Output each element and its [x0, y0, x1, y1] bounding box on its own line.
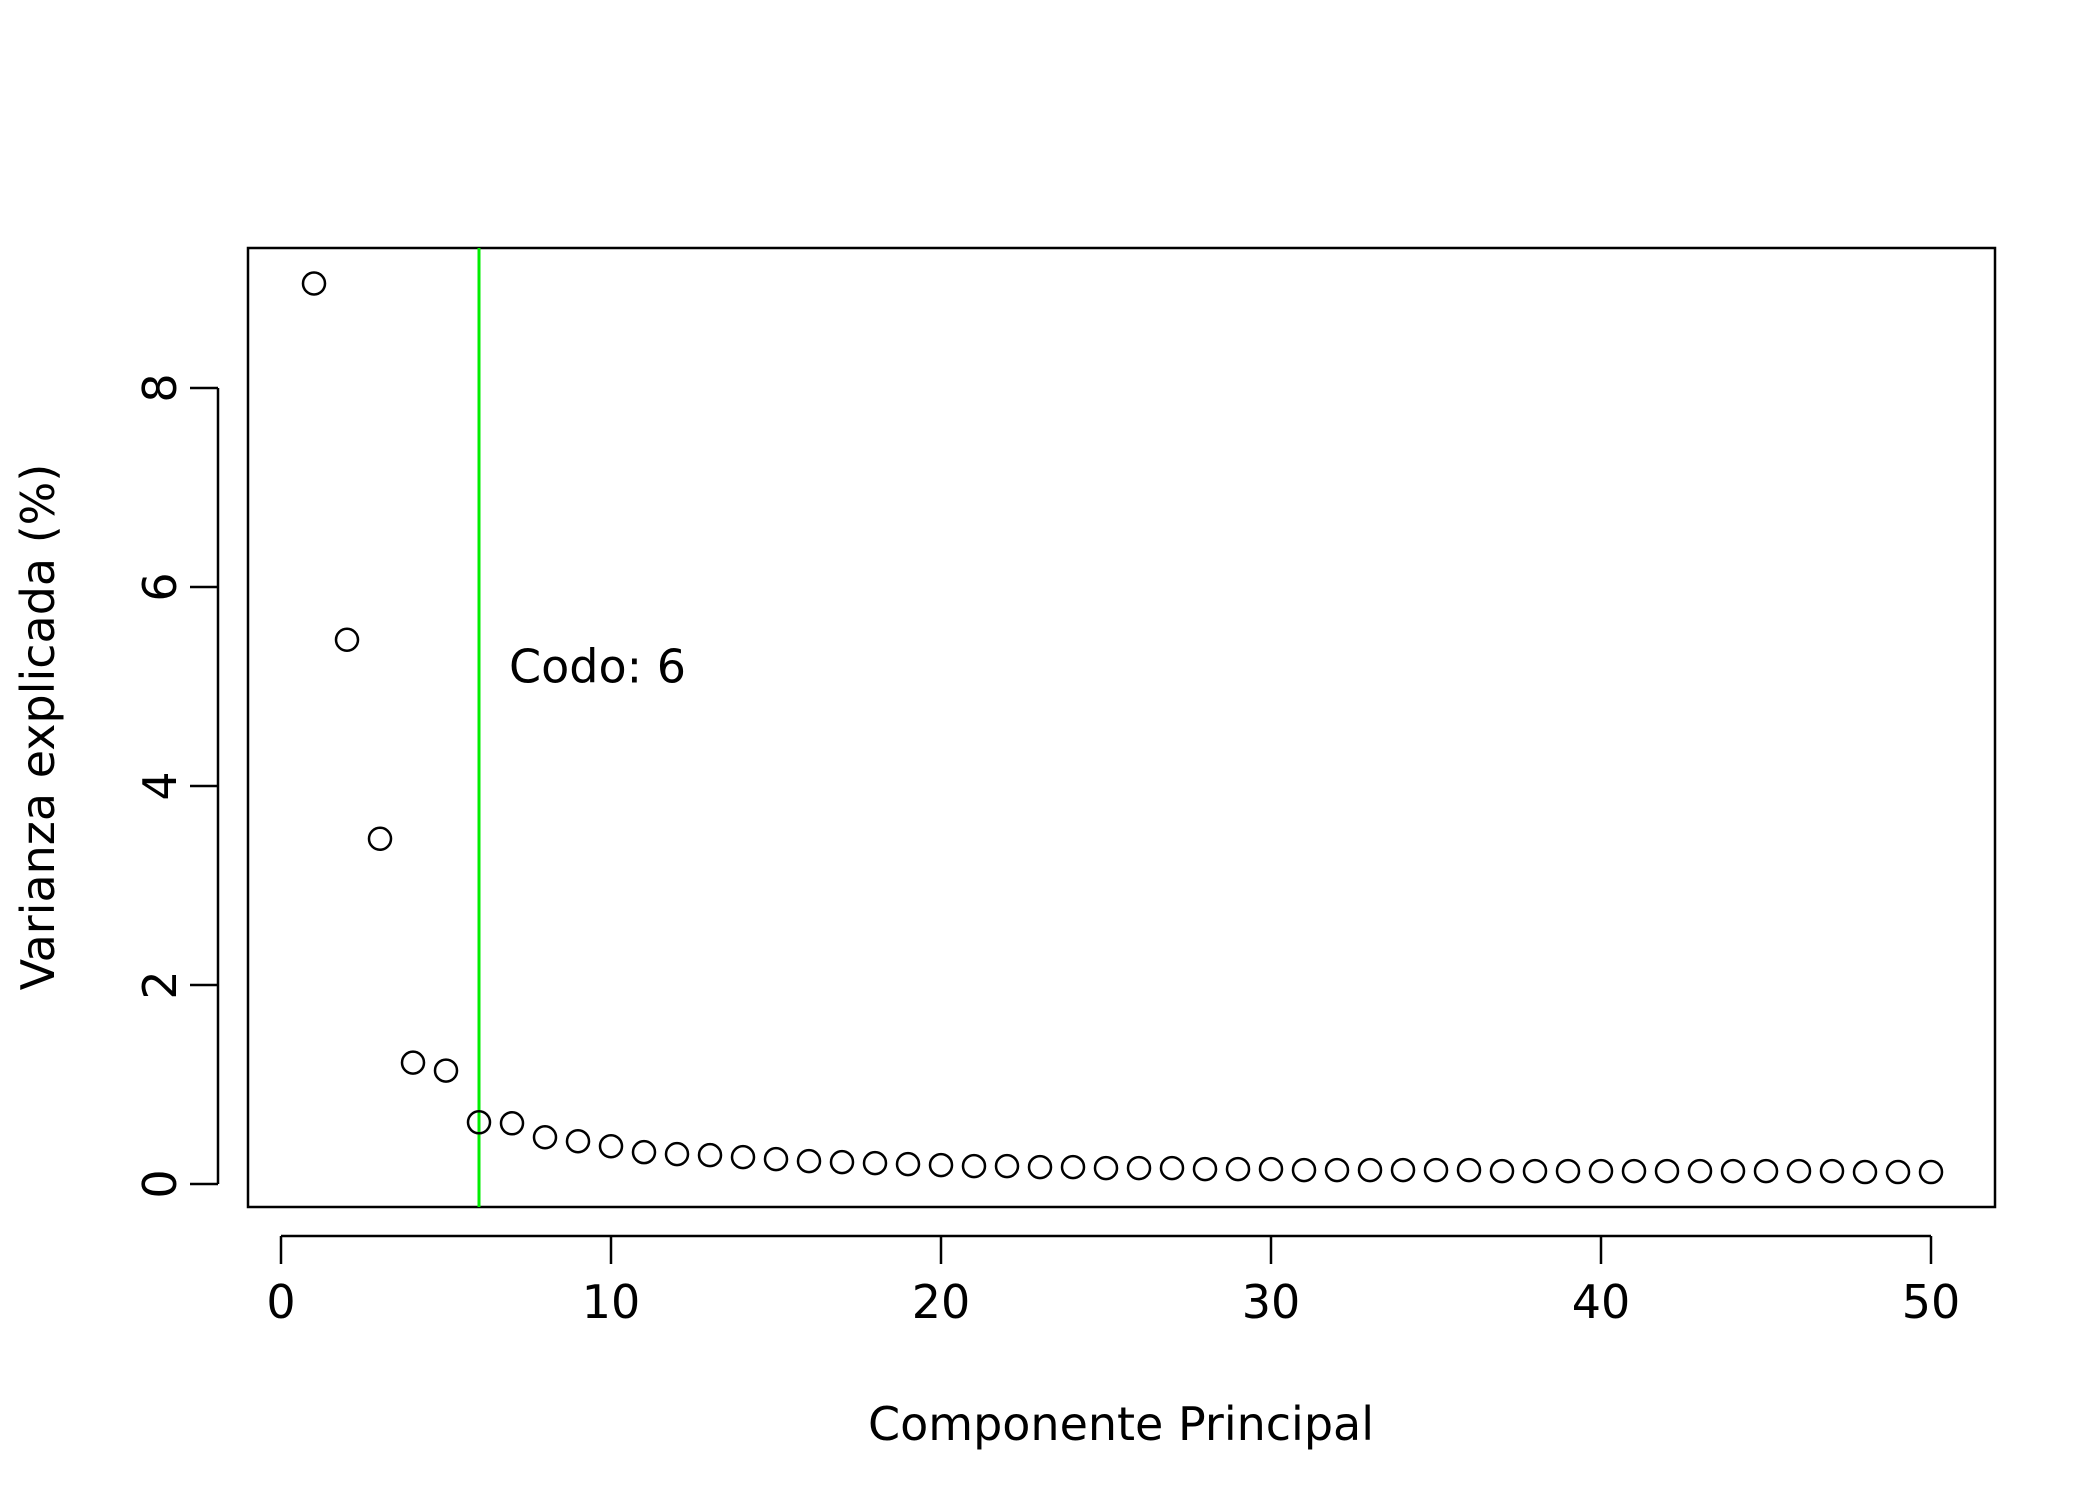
- data-point: [1885, 1159, 1911, 1185]
- data-point: [1522, 1158, 1548, 1184]
- y-tick-label: 0: [133, 1169, 187, 1198]
- data-point: [829, 1149, 855, 1175]
- data-point: [1819, 1158, 1845, 1184]
- y-tick-label: 6: [133, 572, 187, 601]
- y-tick-label: 8: [133, 373, 187, 402]
- data-point: [301, 271, 327, 296]
- data-point: [1060, 1154, 1086, 1180]
- data-point: [400, 1050, 426, 1075]
- x-tick-label: 40: [1572, 1275, 1631, 1329]
- x-axis-label: Componente Principal: [868, 1397, 1374, 1451]
- data-point: [1423, 1157, 1449, 1183]
- y-axis: 0 2 4 6 8: [133, 373, 220, 1199]
- data-point: [1621, 1158, 1647, 1184]
- y-axis-label: Varianza explicada (%): [11, 464, 65, 991]
- data-point: [1027, 1154, 1053, 1180]
- data-point: [1126, 1155, 1152, 1181]
- data-point: [1357, 1157, 1383, 1183]
- data-point: [598, 1133, 624, 1159]
- data-point: [961, 1153, 987, 1179]
- data-point: [367, 826, 393, 851]
- data-point: [1324, 1157, 1350, 1183]
- data-point: [1918, 1159, 1944, 1185]
- y-tick-label: 4: [133, 771, 187, 800]
- data-point: [1291, 1157, 1317, 1183]
- y-tick-label: 2: [133, 970, 187, 999]
- data-point: [1159, 1155, 1185, 1181]
- data-point: [631, 1139, 657, 1165]
- data-point: [1456, 1157, 1482, 1183]
- data-point: [664, 1141, 690, 1167]
- data-point: [697, 1142, 723, 1168]
- data-point: [1720, 1158, 1746, 1184]
- data-point: [994, 1153, 1020, 1179]
- data-point: [1786, 1158, 1812, 1184]
- data-point: [895, 1151, 921, 1177]
- data-point: [1852, 1159, 1878, 1185]
- data-point: [1192, 1156, 1218, 1182]
- x-tick-label: 20: [912, 1275, 971, 1329]
- plot-frame: [246, 246, 1997, 1209]
- data-point: [334, 627, 360, 652]
- data-point: [1654, 1158, 1680, 1184]
- data-point: [1555, 1158, 1581, 1184]
- data-point: [565, 1128, 591, 1154]
- data-point: [466, 1110, 492, 1135]
- x-tick-label: 50: [1902, 1275, 1961, 1329]
- data-point: [499, 1111, 525, 1136]
- x-tick-label: 10: [582, 1275, 641, 1329]
- data-point: [1390, 1157, 1416, 1183]
- data-point: [796, 1148, 822, 1174]
- data-point: [763, 1146, 789, 1172]
- elbow-label: Codo: 6: [509, 640, 686, 694]
- x-tick-label: 30: [1242, 1275, 1301, 1329]
- data-point: [532, 1124, 558, 1150]
- data-point: [928, 1152, 954, 1178]
- x-tick-label: 0: [266, 1275, 295, 1329]
- data-point: [1588, 1158, 1614, 1184]
- data-point: [1687, 1158, 1713, 1184]
- data-point: [1753, 1158, 1779, 1184]
- data-point: [1225, 1156, 1251, 1182]
- data-point: [1258, 1156, 1284, 1182]
- data-point: [730, 1144, 756, 1170]
- data-point: [433, 1058, 459, 1083]
- data-point: [862, 1150, 888, 1176]
- data-point: [1489, 1158, 1515, 1184]
- x-axis: 0 10 20 30 40 50: [266, 1234, 1961, 1329]
- data-point: [1093, 1155, 1119, 1181]
- points-layer: [301, 271, 1944, 1185]
